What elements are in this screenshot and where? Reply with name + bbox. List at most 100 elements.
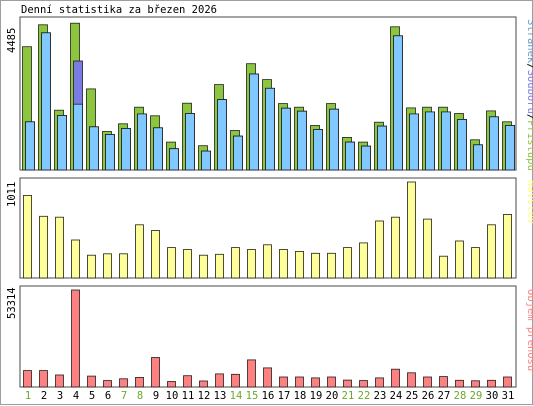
bar-navstev: [359, 242, 368, 279]
bar-navstev: [39, 215, 48, 279]
bar-navstev: [71, 239, 80, 279]
bar-objem: [183, 375, 192, 388]
bar-stranky: [57, 115, 67, 171]
bar-stranky: [489, 116, 499, 171]
x-tick-label: 27: [438, 390, 451, 402]
bar-navstev: [167, 247, 176, 279]
bar-navstev: [199, 254, 208, 279]
x-tick-labels: 1 2 3 4 5 6 7 8 9 10 11 12 13 14 15 16 17 18 19 20 21 22 23 24 2…: [25, 390, 514, 402]
x-tick-label: 2: [41, 390, 47, 402]
bar-stranky: [105, 134, 115, 171]
legend-part: Návštěv: [525, 180, 533, 224]
bar-stranky: [473, 144, 483, 171]
bar-navstev: [343, 247, 352, 279]
x-tick-label: 18: [294, 390, 307, 402]
bar-objem: [103, 380, 112, 388]
bar-stranky: [217, 99, 227, 171]
bar-objem: [455, 379, 464, 388]
bar-navstev: [55, 216, 64, 279]
series-legend-objem: Objem přenosů: [525, 289, 533, 371]
bar-objem: [23, 370, 32, 388]
x-tick-label: 7: [121, 390, 127, 402]
bar-navstev: [471, 247, 480, 279]
bars-navstev: [23, 181, 512, 279]
bar-navstev: [503, 213, 512, 279]
bar-navstev: [231, 247, 240, 279]
x-tick-label: 13: [214, 390, 227, 402]
x-tick-label: 22: [358, 390, 371, 402]
x-tick-label: 10: [166, 390, 179, 402]
bar-stranky: [185, 113, 195, 171]
bar-objem: [135, 376, 144, 388]
bar-objem: [359, 380, 368, 388]
bar-objem: [199, 380, 208, 388]
legend-part: /: [525, 63, 533, 69]
bar-navstev: [103, 253, 112, 279]
x-tick-label: 20: [326, 390, 339, 402]
bars-pristupy: [22, 22, 515, 171]
x-tick-label: 12: [198, 390, 211, 402]
bar-navstev: [439, 255, 448, 279]
bar-navstev: [279, 249, 288, 279]
bar-objem: [247, 359, 256, 388]
bar-navstev: [215, 253, 224, 279]
bar-stranky: [361, 145, 371, 171]
bar-objem: [471, 380, 480, 388]
x-tick-label: 24: [390, 390, 403, 402]
bar-stranky: [137, 113, 147, 171]
panel-objem: [19, 285, 517, 388]
bar-objem: [263, 367, 272, 388]
x-tick-label: 29: [470, 390, 483, 402]
ymax-label: 4485: [6, 28, 18, 53]
bar-navstev: [135, 224, 144, 279]
bar-objem: [119, 378, 128, 388]
bar-navstev: [423, 218, 432, 279]
bar-stranky: [329, 108, 339, 171]
bar-navstev: [487, 224, 496, 279]
x-tick-label: 25: [406, 390, 419, 402]
bar-stranky: [265, 87, 275, 171]
bar-stranky: [313, 129, 323, 171]
bar-stranky: [409, 113, 419, 171]
bar-stranky: [281, 107, 291, 171]
x-tick-label: 9: [153, 390, 159, 402]
bar-navstev: [407, 181, 416, 279]
bar-objem: [87, 375, 96, 388]
x-tick-label: 31: [502, 390, 515, 402]
bar-objem: [151, 357, 160, 388]
panel-navstev: [19, 177, 517, 279]
legend-part: /: [525, 114, 533, 120]
bar-stranky: [393, 35, 403, 171]
bar-objem: [71, 289, 80, 388]
bar-objem: [487, 379, 496, 388]
bar-objem: [167, 381, 176, 388]
bar-stranky: [441, 111, 451, 171]
x-tick-label: 3: [57, 390, 63, 402]
bar-stranky: [249, 73, 259, 171]
bar-objem: [391, 368, 400, 388]
bar-objem: [327, 376, 336, 388]
bar-stranky: [425, 111, 435, 171]
panel-pristupy: [19, 16, 517, 171]
bar-objem: [231, 373, 240, 388]
x-tick-label: 14: [230, 390, 243, 402]
x-tick-label: 8: [137, 390, 143, 402]
bar-navstev: [183, 249, 192, 279]
series-legend-pristupy: Stránek/Souborů/Přístupů: [525, 19, 533, 171]
x-tick-label: 6: [105, 390, 111, 402]
x-tick-label: 16: [262, 390, 275, 402]
bar-navstev: [295, 250, 304, 279]
x-tick-label: 28: [454, 390, 467, 402]
chart-title: Denní statistika za březen 2026: [21, 4, 217, 16]
bar-stranky: [377, 125, 387, 171]
bar-stranky: [89, 126, 99, 171]
ymax-label: 1011: [6, 182, 18, 207]
bar-navstev: [311, 252, 320, 279]
bar-objem: [311, 377, 320, 388]
bar-stranky: [345, 141, 355, 171]
bar-stranky: [153, 127, 163, 171]
bar-stranky: [233, 135, 243, 171]
bar-objem: [295, 376, 304, 388]
